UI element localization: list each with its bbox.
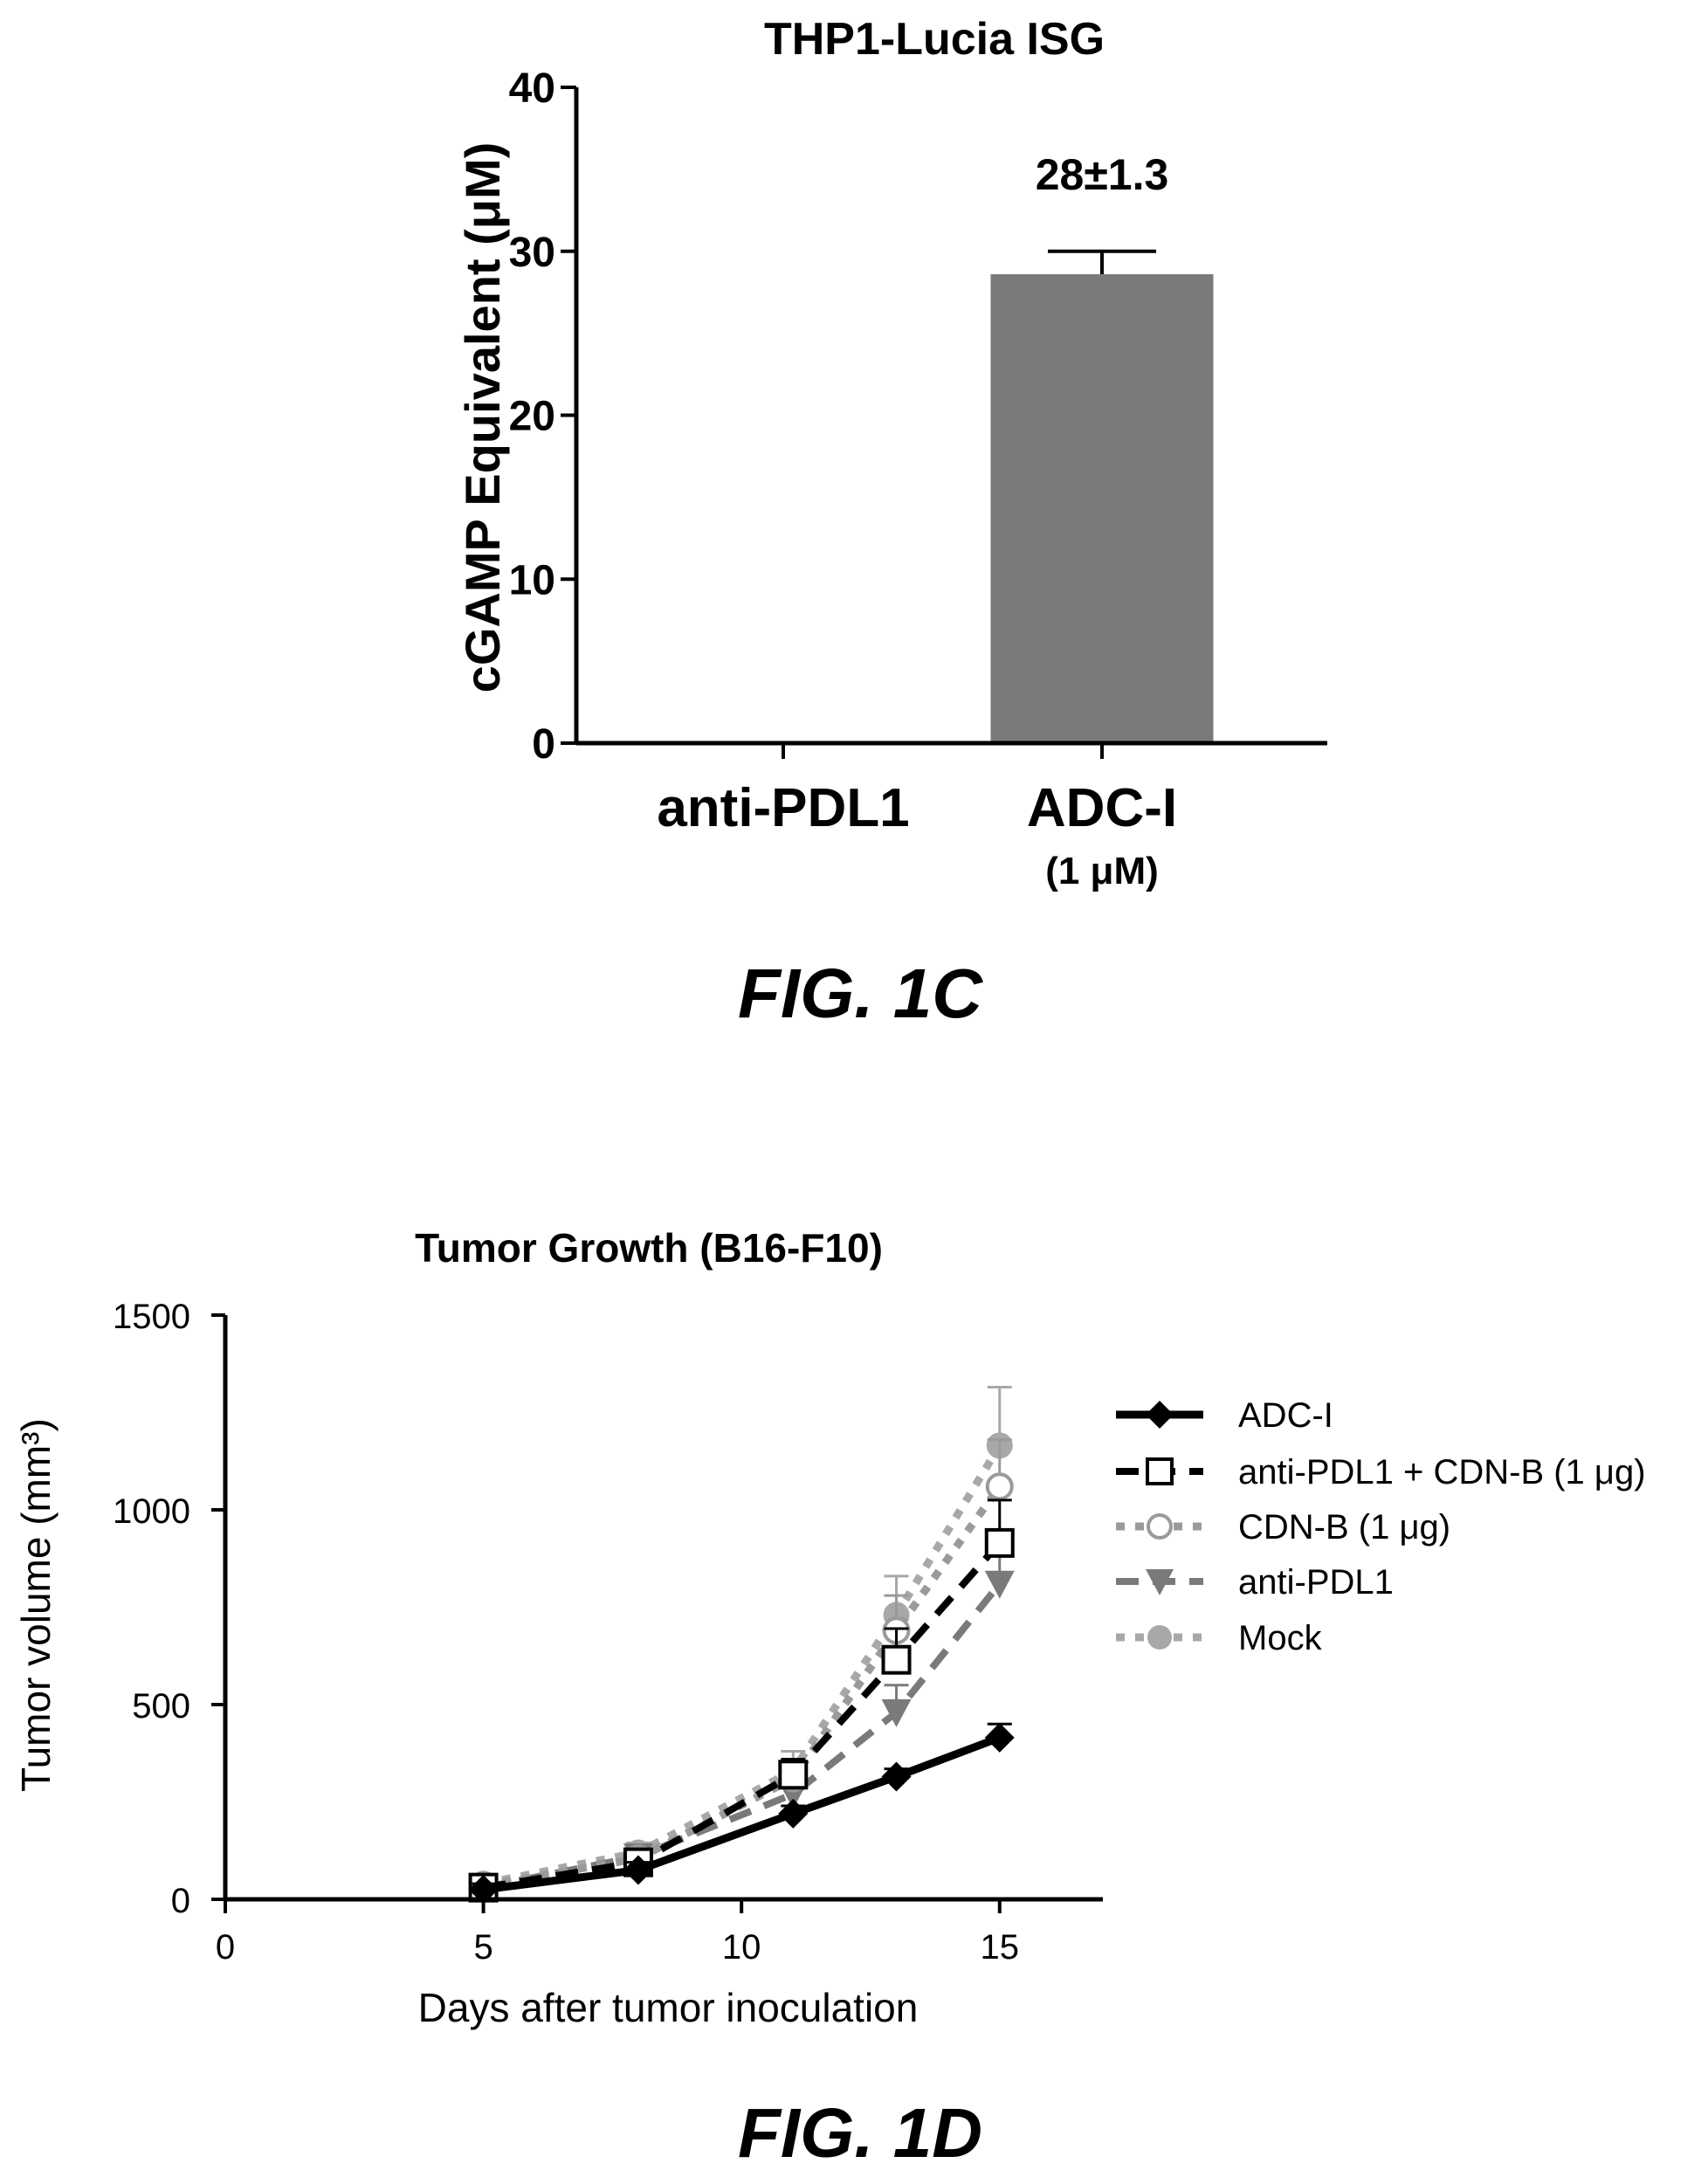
figure-label-1d: FIG. 1D <box>738 2094 982 2172</box>
legend-label: CDN-B (1 μg) <box>1238 1508 1450 1547</box>
chart1-title: THP1-Lucia ISG <box>764 14 1105 65</box>
chart2-point <box>985 1472 1014 1501</box>
figure-label-1c: FIG. 1C <box>738 954 983 1032</box>
chart2-point <box>1147 1625 1172 1650</box>
legend-label: Mock <box>1238 1619 1323 1657</box>
chart1-axes <box>561 86 1327 759</box>
chart2-legend: ADC-I anti-PDL1 + CDN-B (1 μg) CDN-B (1 μg… <box>1116 1396 1646 1657</box>
chart1-bars <box>990 249 1214 743</box>
chart2-x-tick-label: 15 <box>981 1928 1020 1967</box>
legend-label: anti-PDL1 <box>1238 1563 1394 1602</box>
chart2-series-group <box>470 1386 1013 1898</box>
chart1-category-label: ADC-I <box>1027 778 1177 838</box>
chart2-series <box>468 1386 1015 1905</box>
chart2-y-tick-label: 500 <box>132 1687 190 1726</box>
chart2-point <box>881 1761 912 1792</box>
chart1-y-ticks: 0 10 20 30 40 <box>509 65 555 768</box>
chart2-ticks: 0 500 1000 1500 0 5 10 15 <box>113 1298 1019 1967</box>
chart2-point <box>778 1760 809 1790</box>
chart1-y-tick-label: 30 <box>509 230 555 276</box>
chart2-y-axis-label: Tumor volume (mm³) <box>13 1418 59 1792</box>
chart2-point <box>881 1698 912 1727</box>
chart2-series-group <box>468 1722 1015 1905</box>
chart1-y-tick-label: 0 <box>532 721 555 768</box>
chart2-point <box>468 1874 499 1905</box>
chart2-axes <box>211 1313 1103 1913</box>
chart2-point <box>1146 1457 1174 1485</box>
chart2-point <box>623 1855 653 1885</box>
chart2-point <box>1146 1569 1174 1595</box>
chart2-series-group <box>468 1543 1015 1903</box>
chart2-point <box>984 1570 1015 1599</box>
chart1-bar-annotation: 28±1.3 <box>1036 150 1169 199</box>
chart2-point <box>881 1644 912 1675</box>
chart2-x-tick-label: 10 <box>722 1928 761 1967</box>
chart1-y-tick-label: 40 <box>509 65 555 112</box>
legend-label: ADC-I <box>1238 1396 1333 1435</box>
chart2-x-tick-label: 0 <box>216 1928 235 1967</box>
legend-label: anti-PDL1 + CDN-B (1 μg) <box>1238 1453 1646 1492</box>
chart1-category-label: anti-PDL1 <box>657 778 909 838</box>
chart2-point <box>778 1798 809 1829</box>
chart2-y-tick-label: 1000 <box>113 1492 190 1531</box>
chart1-category-sublabel: (1 μM) <box>1045 850 1159 892</box>
chart2-point <box>984 1527 1015 1558</box>
chart2-point <box>1147 1513 1173 1540</box>
chart2-x-tick-label: 5 <box>473 1928 492 1967</box>
chart1-y-axis-label: cGAMP Equivalent (μM) <box>455 142 510 693</box>
bar-chart-thp1: THP1-Lucia ISG cGAMP Equivalent (μM) 0 10… <box>455 14 1327 1032</box>
line-chart-tumor-growth: Tumor Growth (B16-F10) Tumor volume (mm³… <box>13 1225 1646 2172</box>
chart1-y-tick-label: 20 <box>509 394 555 440</box>
chart2-y-tick-label: 1500 <box>113 1298 190 1336</box>
chart1-y-tick-label: 10 <box>509 557 555 603</box>
chart1-bar <box>990 274 1214 743</box>
chart2-series-line <box>482 1484 1003 1890</box>
chart2-point <box>1146 1401 1174 1429</box>
chart2-y-tick-label: 0 <box>171 1882 190 1920</box>
chart2-title: Tumor Growth (B16-F10) <box>415 1225 883 1271</box>
chart2-point <box>984 1722 1015 1753</box>
chart2-x-axis-label: Days after tumor inoculation <box>418 1985 919 2030</box>
chart1-category-labels: anti-PDL1 ADC-I (1 μM) <box>657 778 1177 892</box>
